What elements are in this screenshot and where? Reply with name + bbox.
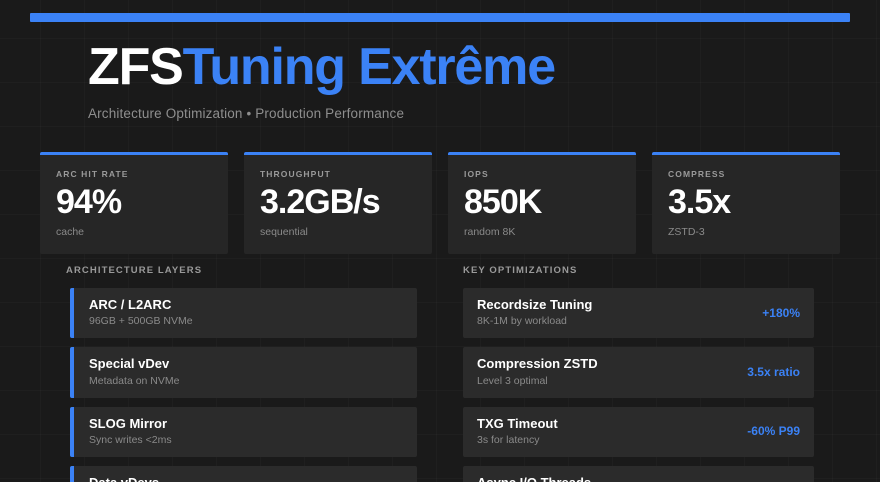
architecture-layers-list: ARC / L2ARC 96GB + 500GB NVMe Special vD… xyxy=(66,288,417,482)
architecture-layers-column: ARCHITECTURE LAYERS ARC / L2ARC 96GB + 5… xyxy=(66,265,417,482)
key-optimizations-title: KEY OPTIMIZATIONS xyxy=(463,265,578,276)
list-item-name: Special vDev xyxy=(89,356,170,372)
list-item-sub: 8K-1M by workload xyxy=(477,315,567,328)
stat-sublabel: random 8K xyxy=(464,225,516,238)
list-item[interactable]: Data vDevs RAIDZ2 NVMe pool xyxy=(70,466,417,482)
detail-columns: ARCHITECTURE LAYERS ARC / L2ARC 96GB + 5… xyxy=(66,265,814,482)
list-item-name: Async I/O Threads xyxy=(477,475,591,482)
list-item-metric: -60% P99 xyxy=(747,424,800,439)
key-optimizations-column: KEY OPTIMIZATIONS Recordsize Tuning 8K-1… xyxy=(463,265,814,482)
page-title: ZFSTuning Extrême xyxy=(88,38,556,96)
page-header: ZFSTuning Extrême Architecture Optimizat… xyxy=(88,38,556,121)
list-item-name: Recordsize Tuning xyxy=(477,297,593,312)
list-item[interactable]: Async I/O Threads 32 write / 16 read +24… xyxy=(463,466,814,482)
list-item[interactable]: TXG Timeout 3s for latency -60% P99 xyxy=(463,406,814,458)
list-item-name: Data vDevs xyxy=(89,475,181,482)
stat-card-group: ARC HIT RATE 94% cache THROUGHPUT 3.2GB/… xyxy=(40,152,840,254)
list-item-text: Compression ZSTD Level 3 optimal xyxy=(477,356,598,387)
list-item-text: TXG Timeout 3s for latency xyxy=(477,416,558,447)
list-item-text: Recordsize Tuning 8K-1M by workload xyxy=(477,297,592,328)
list-item-sub: 96GB + 500GB NVMe xyxy=(89,315,193,328)
page-subtitle: Architecture Optimization • Production P… xyxy=(88,105,405,121)
list-item[interactable]: Special vDev Metadata on NVMe xyxy=(70,347,417,398)
stat-value: 3.5x xyxy=(668,183,731,221)
stat-label: THROUGHPUT xyxy=(260,169,331,179)
list-item-name: ARC / L2ARC xyxy=(89,297,172,312)
stat-label: IOPS xyxy=(464,169,489,179)
stat-card-compress: COMPRESS 3.5x ZSTD-3 xyxy=(652,152,840,254)
list-item-sub: Level 3 optimal xyxy=(477,374,548,387)
stat-sublabel: sequential xyxy=(260,225,308,238)
list-item-text: Async I/O Threads 32 write / 16 read xyxy=(477,475,591,482)
list-item[interactable]: Compression ZSTD Level 3 optimal 3.5x ra… xyxy=(463,347,814,398)
list-item-text: ARC / L2ARC 96GB + 500GB NVMe xyxy=(89,297,193,328)
stat-label: ARC HIT RATE xyxy=(56,169,129,179)
title-part-primary: ZFS xyxy=(88,38,184,96)
list-item-sub: Sync writes <2ms xyxy=(89,434,172,446)
list-item-sub: 3s for latency xyxy=(477,434,540,446)
list-item-text: Data vDevs RAIDZ2 NVMe pool xyxy=(89,475,181,482)
list-item[interactable]: Recordsize Tuning 8K-1M by workload +180… xyxy=(463,288,814,339)
list-item-metric: +180% xyxy=(762,305,800,320)
stat-value: 3.2GB/s xyxy=(260,183,381,221)
stat-card-arc-hit-rate: ARC HIT RATE 94% cache xyxy=(40,152,228,254)
list-item-name: Compression ZSTD xyxy=(477,356,598,372)
list-item[interactable]: SLOG Mirror Sync writes <2ms xyxy=(70,406,417,458)
stat-sublabel: cache xyxy=(56,225,85,238)
title-part-accent: Tuning Extrême xyxy=(182,38,556,96)
list-item-name: SLOG Mirror xyxy=(89,415,168,431)
architecture-layers-title: ARCHITECTURE LAYERS xyxy=(66,265,203,276)
stat-sublabel: ZSTD-3 xyxy=(668,225,705,238)
stat-label: COMPRESS xyxy=(668,169,726,179)
stat-card-throughput: THROUGHPUT 3.2GB/s sequential xyxy=(244,152,432,254)
list-item-text: Special vDev Metadata on NVMe xyxy=(89,356,179,387)
stat-value: 850K xyxy=(464,183,542,221)
key-optimizations-list: Recordsize Tuning 8K-1M by workload +180… xyxy=(463,288,814,482)
stat-card-iops: IOPS 850K random 8K xyxy=(448,152,636,254)
list-item-sub: Metadata on NVMe xyxy=(89,374,180,387)
list-item-metric: 3.5x ratio xyxy=(747,365,800,380)
list-item[interactable]: ARC / L2ARC 96GB + 500GB NVMe xyxy=(70,288,417,339)
list-item-text: SLOG Mirror Sync writes <2ms xyxy=(89,416,172,447)
top-accent-bar xyxy=(30,13,850,22)
stat-value: 94% xyxy=(56,183,122,221)
list-item-name: TXG Timeout xyxy=(477,415,558,431)
